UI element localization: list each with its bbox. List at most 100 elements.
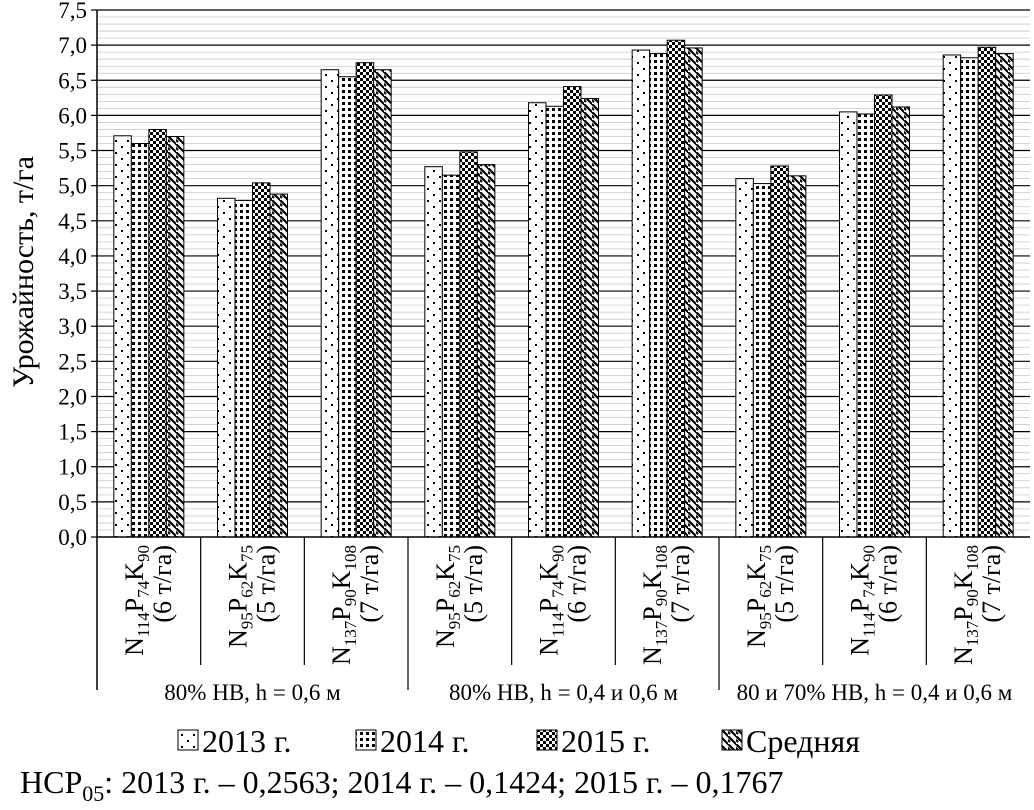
bar-2015	[148, 128, 167, 538]
category-label: N114P74K90(6 т/га)	[120, 545, 177, 656]
formula-subscript: 90	[860, 545, 879, 562]
bar-average	[476, 164, 496, 538]
bar-2013	[735, 178, 754, 538]
formula-element: K	[431, 562, 460, 581]
category-label: N137P90K108(7 т/га)	[327, 545, 384, 665]
category-formula: N114P74K90	[535, 545, 568, 656]
x-axis-groups: 80% НВ, h = 0,6 м 80% НВ, h = 0,4 и 0,6 м…	[164, 680, 1013, 705]
formula-element: N	[535, 637, 564, 656]
bar-2015	[666, 39, 686, 538]
formula-subscript: 95	[445, 612, 464, 629]
category-rate: (7 т/га)	[977, 545, 1006, 623]
bar-2013	[528, 102, 547, 538]
formula-element: P	[431, 598, 460, 612]
bar-2014	[441, 174, 461, 538]
formula-subscript: 90	[134, 545, 153, 562]
category-formula: N137P90K108	[949, 545, 982, 665]
formula-subscript: 62	[756, 581, 775, 598]
formula-element: P	[949, 606, 978, 620]
formula-element: P	[327, 606, 356, 620]
y-tick-label: 2,5	[58, 349, 87, 374]
legend: 2013 г. 2014 г. 2015 г. Средняя	[177, 723, 860, 759]
bar-average	[787, 175, 807, 538]
category-label: N137P90K108(7 т/га)	[638, 545, 695, 665]
bar-average	[580, 98, 599, 538]
bar-2013	[320, 69, 340, 538]
footnote-lsd: НСР05: 2013 г. – 0,2563; 2014 г. – 0,142…	[20, 764, 783, 806]
y-tick-label: 3,0	[58, 314, 87, 339]
y-tick-label: 3,5	[58, 279, 87, 304]
y-tick-label: 2,0	[58, 384, 87, 409]
bar-2014	[130, 143, 150, 538]
y-tick-label: 0,0	[58, 525, 87, 550]
formula-subscript: 90	[963, 589, 982, 606]
formula-subscript: 108	[341, 545, 360, 571]
formula-subscript: 108	[963, 545, 982, 571]
category-label: N95P62K75(5 т/га)	[742, 545, 799, 648]
category-formula: N114P74K90	[846, 545, 879, 656]
formula-element: K	[120, 562, 149, 581]
formula-subscript: 137	[341, 620, 360, 646]
bar-2015	[977, 46, 997, 538]
formula-element: P	[535, 598, 564, 612]
formula-subscript: 74	[549, 580, 568, 598]
bar-average	[995, 53, 1014, 538]
category-rate: (7 т/га)	[666, 545, 695, 623]
bar-2013	[113, 135, 132, 538]
bar-2013	[217, 197, 236, 538]
legend-label: 2015 г.	[561, 723, 651, 759]
formula-element: K	[742, 562, 771, 581]
formula-subscript: 90	[549, 545, 568, 562]
formula-subscript: 95	[238, 612, 257, 629]
group-label: 80% НВ, h = 0,6 м	[164, 680, 341, 705]
formula-subscript: 90	[341, 589, 360, 606]
formula-subscript: 114	[134, 612, 153, 637]
formula-subscript: 108	[652, 545, 671, 571]
y-tick-label: 4,0	[58, 244, 87, 269]
bar-average	[165, 135, 185, 538]
formula-element: P	[846, 598, 875, 612]
formula-element: K	[535, 562, 564, 581]
formula-subscript: 75	[445, 545, 464, 562]
formula-element: N	[949, 646, 978, 665]
formula-element: N	[742, 629, 771, 648]
formula-element: P	[638, 606, 667, 620]
formula-subscript: 114	[549, 612, 568, 637]
y-tick-label: 1,5	[58, 420, 87, 445]
y-tick-label: 6,5	[58, 68, 87, 93]
formula-subscript: 62	[445, 581, 464, 598]
formula-element: N	[431, 629, 460, 648]
category-formula: N95P62K75	[431, 545, 464, 648]
category-rate: (5 т/га)	[770, 545, 799, 623]
y-axis-ticks: 0,0 0,5 1,0 1,5 2,0 2,5 3,0 3,5 4,0 4,5 5,0 5,5 6,0 6…	[58, 0, 97, 550]
bar-2013	[424, 166, 443, 538]
formula-element: P	[224, 598, 253, 612]
category-rate: (7 т/га)	[355, 545, 384, 623]
legend-label: 2013 г.	[202, 723, 292, 759]
formula-subscript: 74	[134, 580, 153, 598]
formula-subscript: 137	[652, 620, 671, 646]
formula-element: N	[638, 646, 667, 665]
y-tick-label: 7,5	[58, 0, 87, 23]
bar-2014	[856, 113, 875, 538]
formula-element: K	[846, 562, 875, 581]
bar-2014	[649, 53, 668, 538]
x-axis-categories: N114P74K90(6 т/га)N95P62K75(5 т/га)N137P…	[120, 545, 1006, 665]
category-rate: (5 т/га)	[459, 545, 488, 623]
bar-2015	[563, 86, 582, 538]
category-formula: N137P90K108	[638, 545, 671, 665]
y-tick-label: 0,5	[58, 490, 87, 515]
formula-element: K	[224, 562, 253, 581]
formula-subscript: 75	[238, 545, 257, 562]
formula-element: N	[224, 629, 253, 648]
bar-2014	[960, 57, 979, 538]
formula-subscript: 74	[860, 580, 879, 598]
bar-2015	[459, 151, 478, 538]
legend-swatch	[177, 729, 199, 751]
bar-2014	[234, 199, 253, 538]
bar-2014	[338, 76, 357, 538]
legend-label: Средняя	[746, 723, 860, 759]
y-tick-label: 5,0	[58, 174, 87, 199]
legend-swatch	[355, 729, 377, 751]
